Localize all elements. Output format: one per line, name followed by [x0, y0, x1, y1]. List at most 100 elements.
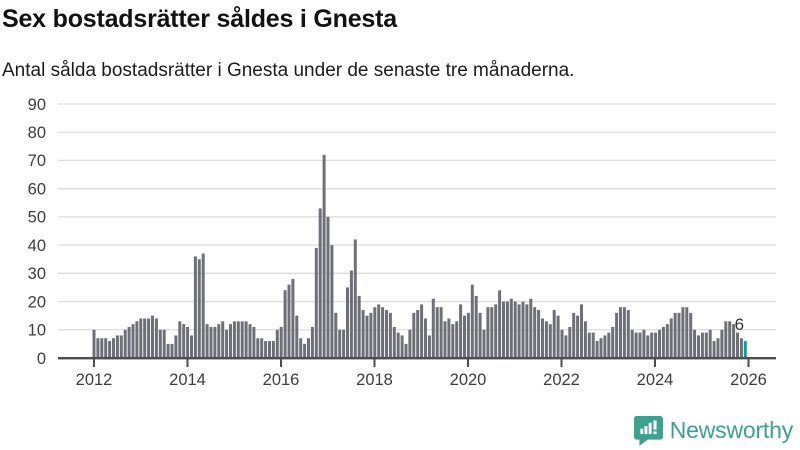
bar [443, 321, 447, 358]
bar [525, 304, 529, 358]
bar [482, 329, 486, 358]
bar [96, 338, 100, 358]
bar [583, 321, 587, 358]
bar [732, 324, 736, 358]
x-axis-tick-label: 2014 [169, 371, 206, 389]
bar [236, 321, 240, 358]
bar [552, 310, 556, 358]
bar [728, 321, 732, 358]
bar [486, 307, 490, 358]
bar [268, 341, 271, 358]
bar [244, 321, 248, 358]
bar [357, 295, 361, 358]
x-axis-tick-label: 2018 [356, 371, 393, 389]
bar [240, 321, 244, 358]
y-axis-tick-label: 50 [28, 209, 46, 227]
bar [283, 290, 287, 358]
bar [697, 335, 700, 358]
bar [513, 301, 517, 358]
highlighted-bar [743, 341, 747, 358]
bar [182, 324, 186, 358]
bar [502, 301, 505, 358]
bar [310, 326, 314, 358]
bar [704, 332, 708, 358]
bar [275, 329, 279, 358]
bar [431, 298, 435, 358]
bar [170, 343, 174, 358]
bar [264, 341, 268, 358]
chart-subtitle: Antal sålda bostadsrätter i Gnesta under… [2, 60, 575, 81]
bar [190, 335, 193, 358]
bar [517, 304, 521, 358]
bar [677, 312, 681, 358]
bar [654, 332, 658, 358]
bar [307, 338, 310, 358]
bar [346, 287, 349, 358]
bar [689, 312, 693, 358]
bar [213, 326, 217, 358]
bar [622, 307, 626, 358]
y-axis-tick-label: 70 [28, 152, 46, 170]
bar [619, 307, 622, 358]
bar [420, 304, 424, 358]
bar [630, 329, 634, 358]
bar [568, 326, 572, 358]
bar [611, 326, 615, 358]
bar [716, 338, 720, 358]
bar [451, 324, 455, 358]
y-axis-tick-label: 20 [28, 293, 46, 311]
bar [490, 307, 494, 358]
bar [392, 326, 396, 358]
bar [151, 315, 154, 358]
bar [232, 321, 236, 358]
bar [587, 332, 591, 358]
bar [615, 312, 619, 358]
bar [470, 284, 474, 358]
bar-chart-canvas: 0 10 20 30 40 50 60 70 80 90 2012 2014 2016 2018 2020 2… [28, 96, 776, 389]
bar [400, 335, 404, 358]
bar [665, 324, 669, 358]
bar [154, 318, 158, 358]
bar [229, 324, 232, 358]
bar [685, 307, 689, 358]
page-title: Sex bostadsrätter såldes i Gnesta [2, 5, 397, 33]
bar [330, 245, 334, 358]
x-axis-tick-label: 2024 [637, 371, 674, 389]
bar [396, 332, 400, 358]
bar [509, 298, 513, 358]
bar [646, 335, 650, 358]
y-axis-tick-label: 40 [28, 237, 46, 255]
bar [439, 307, 443, 358]
y-axis-tick-label: 90 [28, 96, 46, 114]
bar [365, 315, 369, 358]
x-axis-tick-label: 2022 [543, 371, 580, 389]
newsworthy-wordmark: Newsworthy [669, 417, 793, 443]
x-axis-tick-label: 2016 [263, 371, 300, 389]
bar [533, 307, 537, 358]
bar [634, 332, 638, 358]
bar [560, 329, 564, 358]
bar [459, 304, 463, 358]
bar [521, 301, 525, 358]
bar [572, 312, 576, 358]
bar [158, 329, 162, 358]
bar [385, 310, 388, 358]
bar [338, 329, 342, 358]
bar [186, 326, 190, 358]
bar [178, 321, 182, 358]
bar [104, 338, 108, 358]
bar [221, 321, 225, 358]
bar [498, 290, 502, 358]
y-axis-tick-label: 80 [28, 124, 46, 142]
bar [260, 338, 264, 358]
bar [607, 332, 611, 358]
newsworthy-logo: Newsworthy [633, 415, 793, 446]
bar [201, 253, 205, 358]
bar [115, 335, 119, 358]
y-axis-tick-label: 0 [37, 350, 46, 368]
bar [658, 329, 661, 358]
bar [435, 307, 439, 358]
bar [256, 338, 260, 358]
bar [205, 324, 209, 358]
y-axis-tick-label: 60 [28, 180, 46, 198]
